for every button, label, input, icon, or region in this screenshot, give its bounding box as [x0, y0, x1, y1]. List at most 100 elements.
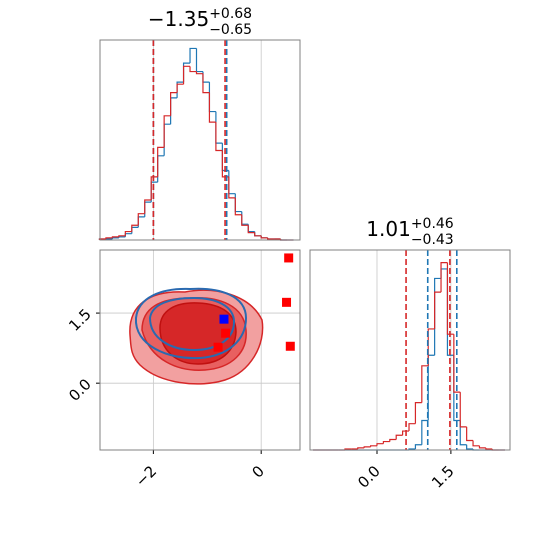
x-tick-label: 1.5: [428, 462, 458, 492]
hist-step: [195, 71, 203, 75]
contour-blue-outer: [134, 287, 248, 360]
hist-step: [254, 231, 262, 237]
title-lower: −0.65: [209, 22, 252, 38]
axes-frame: [99, 249, 301, 451]
hist-step: [247, 224, 255, 233]
hist-step: [267, 237, 275, 240]
hist-step: [395, 434, 403, 440]
title-upper: +0.46: [411, 216, 454, 232]
hist-step: [241, 211, 249, 225]
hist-step: [144, 201, 152, 217]
hist-step: [414, 402, 422, 424]
hist-step: [228, 176, 236, 199]
panel-title: 1.01+0.46 −0.43: [366, 216, 454, 248]
point: [282, 297, 292, 307]
hist-step: [466, 444, 474, 450]
hist-step: [241, 214, 249, 226]
hist-step: [137, 216, 145, 228]
hist-step: [98, 238, 106, 240]
title-upper: +0.68: [209, 6, 252, 22]
x-tick-label: 0: [249, 462, 268, 481]
hist-step: [369, 445, 377, 447]
hist-step: [215, 111, 223, 144]
hist-step: [189, 66, 197, 73]
hist-step: [446, 262, 454, 335]
point: [221, 328, 231, 338]
hist-step: [228, 170, 236, 195]
hist-step: [421, 419, 429, 445]
hist-step: [144, 199, 152, 214]
hist-step: [195, 48, 203, 73]
hist-step: [124, 230, 132, 236]
hist-step: [118, 235, 126, 237]
hist-step: [150, 176, 158, 200]
hist-step: [357, 447, 365, 449]
panel-title: −1.35+0.68 −0.65: [148, 6, 252, 38]
hist-step: [363, 446, 371, 448]
hist-step: [170, 97, 178, 125]
hist-step: [131, 226, 139, 234]
hist-step: [163, 123, 171, 156]
contour-blue-inner: [148, 296, 236, 352]
hist-step: [189, 47, 197, 64]
hist-step: [157, 146, 165, 177]
hist-step: [254, 232, 262, 237]
hist-step: [131, 224, 139, 232]
hist-step: [260, 235, 268, 239]
axes-frame: [99, 39, 301, 241]
hist-step: [414, 444, 422, 449]
title-lower: −0.43: [411, 232, 454, 248]
hist-step: [150, 181, 158, 203]
hist-step: [208, 82, 216, 113]
title-value: 1.01: [366, 217, 411, 241]
hist-step: [118, 236, 126, 238]
hist-step: [208, 92, 216, 123]
hist-step: [427, 354, 435, 421]
y-tick-label: 1.5: [65, 305, 95, 335]
hist-step: [453, 334, 461, 393]
hist-step: [124, 233, 132, 237]
hist-step: [157, 155, 165, 183]
hist-step: [376, 443, 384, 446]
hist-step: [111, 236, 119, 238]
hist-step: [163, 115, 171, 148]
hist-step: [234, 197, 242, 216]
point: [284, 253, 294, 263]
hist-step: [137, 213, 145, 226]
hist-step: [485, 447, 493, 450]
hist-step: [170, 92, 178, 116]
hist-step: [247, 225, 255, 234]
hist-step: [421, 365, 429, 403]
hist-step: [434, 277, 442, 356]
hist-step: [478, 445, 486, 449]
hist-step: [105, 237, 113, 239]
hist-step: [382, 440, 390, 444]
hist-step: [408, 423, 416, 432]
hist-step: [202, 73, 210, 94]
density-contours: [129, 287, 264, 385]
point: [285, 341, 295, 351]
x-tick-label: 0.0: [354, 462, 384, 492]
hist-step: [466, 426, 474, 442]
x-tick-label: −2: [132, 462, 160, 490]
hist-step: [202, 71, 210, 83]
point: [213, 342, 223, 352]
hist-step: [389, 438, 397, 442]
hist-step: [427, 328, 435, 366]
hist-step: [440, 268, 448, 279]
hist-step: [434, 291, 442, 329]
axes-frame: [309, 249, 511, 451]
hist-step: [459, 392, 467, 428]
hist-step: [440, 262, 448, 293]
y-tick-label: 0.0: [65, 375, 95, 405]
hist-step: [176, 83, 184, 93]
hist-step: [402, 430, 410, 436]
hist-step: [459, 420, 467, 446]
title-value: −1.35: [148, 7, 209, 31]
hist-step: [234, 193, 242, 213]
hist-step: [221, 150, 229, 178]
hist-step: [182, 65, 191, 85]
hist-step: [215, 122, 223, 152]
hist-step: [472, 440, 480, 447]
